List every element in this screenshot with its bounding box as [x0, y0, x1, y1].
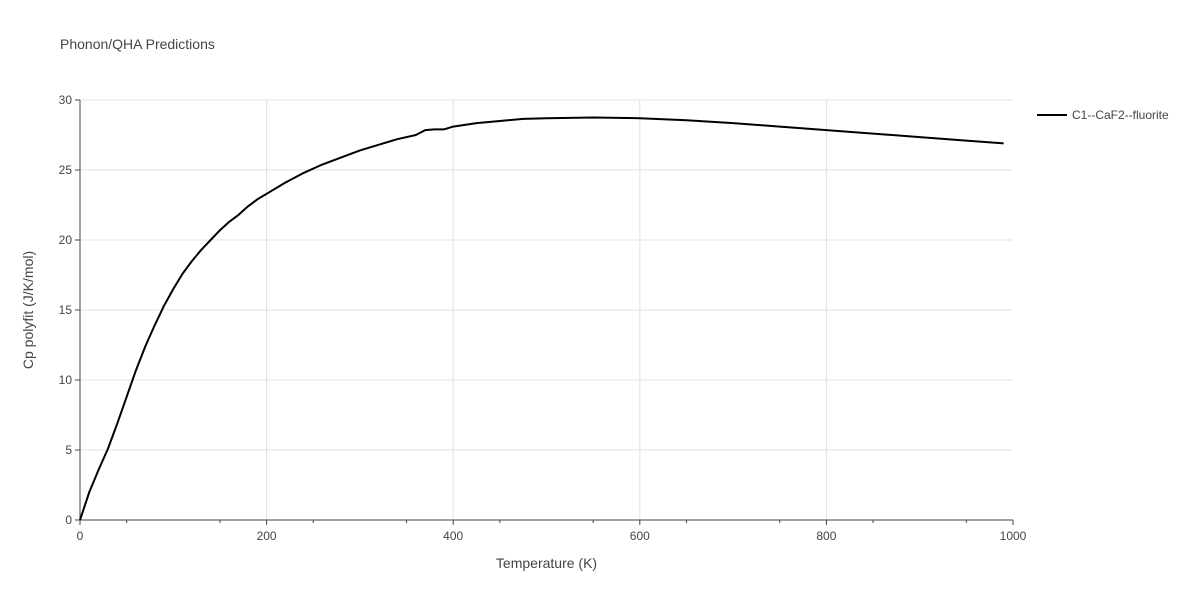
x-tick-label: 1000 [1000, 529, 1027, 543]
legend-item-label[interactable]: C1--CaF2--fluorite [1072, 108, 1169, 122]
y-tick-label: 20 [59, 233, 73, 247]
series-group [79, 116, 1004, 521]
grid-lines [80, 99, 1013, 520]
x-axis-label: Temperature (K) [496, 555, 597, 571]
y-tick-label: 5 [65, 443, 72, 457]
chart-title: Phonon/QHA Predictions [60, 36, 215, 52]
y-tick-label: 15 [59, 303, 73, 317]
x-tick-label: 0 [77, 529, 84, 543]
legend[interactable]: C1--CaF2--fluorite [1037, 108, 1169, 122]
series-line-0[interactable] [79, 116, 1004, 521]
y-tick-label: 10 [59, 373, 73, 387]
y-tick-label: 25 [59, 163, 73, 177]
y-tick-label: 0 [65, 513, 72, 527]
x-tick-label: 600 [630, 529, 650, 543]
x-tick-label: 200 [257, 529, 277, 543]
axes: 0 5 10 15 20 25 30 0 200 400 600 800 1000 [59, 93, 1027, 543]
x-tick-label: 400 [443, 529, 463, 543]
y-tick-label: 30 [59, 93, 73, 107]
y-axis-label: Cp polyfit (J/K/mol) [20, 251, 36, 369]
x-tick-label: 800 [816, 529, 836, 543]
